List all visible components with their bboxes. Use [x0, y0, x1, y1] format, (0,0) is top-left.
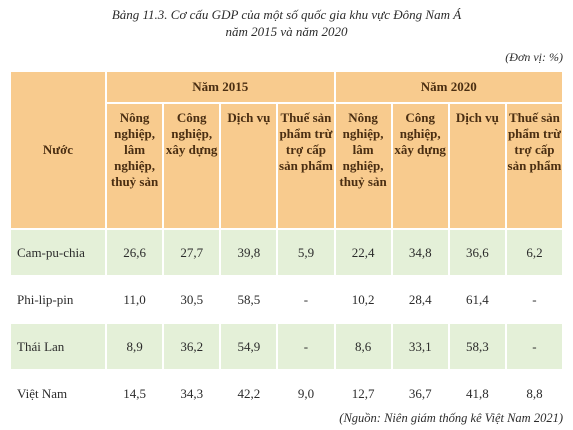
column-header: Nông nghiệp, lâm nghiệp, thuỷ sản: [333, 102, 393, 230]
year-header: Năm 2015: [105, 70, 336, 104]
cell: 8,6: [333, 322, 393, 371]
cell: -: [276, 322, 336, 371]
title-block: Bảng 11.3. Cơ cấu GDP của một số quốc gi…: [0, 6, 573, 40]
table-row: Phi-lip-pin 11,0 30,5 58,5-10,2 28,4 61,4-: [9, 275, 565, 324]
source: (Nguồn: Niên giám thống kê Việt Nam 2021…: [339, 411, 563, 425]
cell: 58,5: [219, 275, 279, 324]
cell: 54,9: [219, 322, 279, 371]
cell: 14,5: [104, 369, 165, 418]
country-name: Thái Lan: [9, 322, 107, 371]
table-row: Cam-pu-chia 26,6 27,7 39,8 5,9 22,4 34,8 36,6 6,…: [9, 228, 565, 277]
cell: 27,7: [162, 228, 222, 277]
cell: 5,9: [276, 228, 336, 277]
cell: 39,8: [219, 228, 279, 277]
column-header: Dịch vụ: [447, 102, 507, 230]
cell: 36,2: [162, 322, 222, 371]
country-name: Phi-lip-pin: [9, 275, 107, 324]
title: Bảng 11.3. Cơ cấu GDP của một số quốc gi…: [111, 7, 462, 22]
subtitle: năm 2015 và năm 2020: [225, 24, 348, 39]
cell: 42,2: [219, 369, 279, 418]
cell: 11,0: [104, 275, 165, 324]
country-name: Cam-pu-chia: [9, 228, 107, 277]
cell: 34,3: [162, 369, 222, 418]
cell: 30,5: [162, 275, 222, 324]
cell: 8,9: [104, 322, 165, 371]
cell: 8,8: [504, 369, 565, 418]
table-row: Việt Nam 14,5 34,3 42,2 9,0 12,7 36,7 41,8 8,8: [9, 369, 565, 418]
cell: 9,0: [276, 369, 336, 418]
cell: 22,4: [333, 228, 393, 277]
cell: 26,6: [104, 228, 165, 277]
country-header: Nước: [9, 70, 107, 230]
column-header: Công nghiệp, xây dựng: [162, 102, 222, 230]
gdp-table: Nước Năm 2015 Năm 2020 Nông nghiệp, lâm …: [9, 70, 565, 418]
unit: (Đơn vị: %): [505, 50, 563, 64]
cell: 36,7: [390, 369, 450, 418]
cell: 33,1: [390, 322, 450, 371]
table-row: Thái Lan 8,9 36,2 54,9-8,6 33,1 58,3-: [9, 322, 565, 371]
cell: -: [504, 322, 565, 371]
cell: 12,7: [333, 369, 393, 418]
column-header: Dịch vụ: [219, 102, 279, 230]
cell: 58,3: [447, 322, 507, 371]
cell: 36,6: [447, 228, 507, 277]
column-header: Thuế sản phẩm trừ trợ cấp sản phẩm: [276, 102, 336, 230]
cell: 10,2: [333, 275, 393, 324]
cell: 41,8: [447, 369, 507, 418]
year-header: Năm 2020: [333, 70, 564, 104]
country-name: Việt Nam: [9, 369, 107, 418]
cell: 6,2: [504, 228, 565, 277]
cell: 28,4: [390, 275, 450, 324]
cell: -: [504, 275, 565, 324]
cell: 34,8: [390, 228, 450, 277]
column-header: Công nghiệp, xây dựng: [390, 102, 450, 230]
column-header: Nông nghiệp, lâm nghiệp, thuỷ sản: [104, 102, 165, 230]
column-header: Thuế sản phẩm trừ trợ cấp sản phẩm: [504, 102, 565, 230]
cell: -: [276, 275, 336, 324]
cell: 61,4: [447, 275, 507, 324]
